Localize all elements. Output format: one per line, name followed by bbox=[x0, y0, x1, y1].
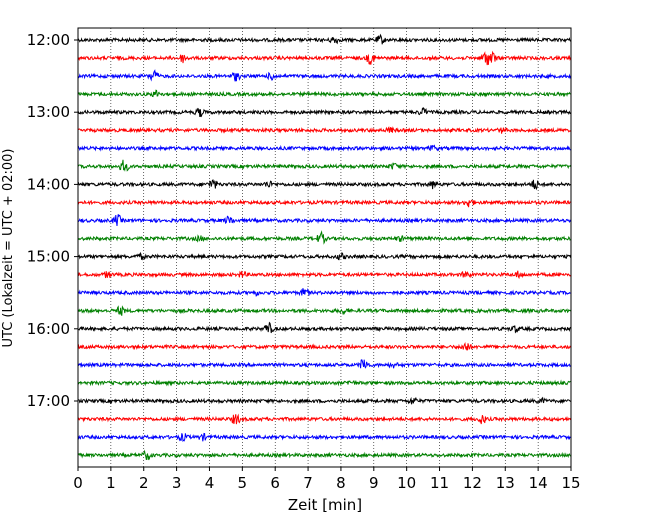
trace-1200 bbox=[77, 33, 571, 45]
x-tick-label: 5 bbox=[238, 474, 248, 492]
trace-1515 bbox=[77, 270, 571, 280]
x-tick-label: 7 bbox=[303, 474, 313, 492]
x-tick-label: 10 bbox=[397, 474, 416, 492]
y-tick-label: 13:00 bbox=[27, 103, 70, 121]
x-tick-label: 13 bbox=[496, 474, 515, 492]
x-tick-label: 6 bbox=[270, 474, 280, 492]
y-tick-label: 14:00 bbox=[27, 175, 70, 193]
x-ticks: 0 1 2 3 4 5 6 7 8 9 10 11 12 13 14 15 bbox=[73, 467, 581, 492]
plot-frame bbox=[77, 27, 572, 468]
trace-1445 bbox=[77, 230, 571, 245]
x-tick-label: 2 bbox=[139, 474, 149, 492]
trace-1715 bbox=[77, 413, 572, 425]
trace-1245 bbox=[77, 89, 571, 98]
x-tick-label: 1 bbox=[106, 474, 116, 492]
trace-1500 bbox=[78, 251, 572, 261]
trace-1430 bbox=[77, 214, 572, 227]
trace-1700 bbox=[77, 396, 571, 405]
trace-1415 bbox=[77, 199, 571, 208]
vertical-grid bbox=[110, 28, 539, 467]
x-tick-label: 3 bbox=[172, 474, 182, 492]
trace-1345 bbox=[77, 159, 572, 172]
x-tick-label: 14 bbox=[529, 474, 548, 492]
trace-1745 bbox=[77, 449, 571, 461]
trace-1330 bbox=[77, 144, 571, 152]
trace-1615 bbox=[77, 341, 572, 351]
trace-1645 bbox=[77, 379, 571, 387]
trace-1315 bbox=[77, 126, 571, 134]
x-tick-label: 4 bbox=[205, 474, 215, 492]
trace-1600 bbox=[77, 321, 571, 334]
trace-1400 bbox=[77, 179, 571, 191]
x-tick-label: 11 bbox=[430, 474, 449, 492]
x-tick-label: 12 bbox=[463, 474, 482, 492]
trace-1545 bbox=[77, 305, 571, 316]
trace-1730 bbox=[77, 432, 571, 443]
x-tick-label: 15 bbox=[561, 474, 580, 492]
x-tick-label: 9 bbox=[369, 474, 379, 492]
y-axis-label: UTC (Lokalzeit = UTC + 02:00) bbox=[1, 149, 16, 348]
y-tick-label: 16:00 bbox=[27, 320, 70, 338]
x-tick-label: 0 bbox=[73, 474, 83, 492]
trace-1215 bbox=[77, 50, 572, 66]
traces bbox=[77, 33, 572, 461]
y-ticks: 12:00 13:00 14:00 15:00 16:00 17:00 bbox=[27, 31, 78, 410]
y-tick-label: 12:00 bbox=[27, 31, 70, 49]
axes bbox=[77, 27, 572, 468]
trace-1230 bbox=[77, 69, 572, 82]
x-axis-label: Zeit [min] bbox=[288, 496, 362, 514]
trace-1300 bbox=[77, 106, 572, 118]
trace-1630 bbox=[77, 359, 571, 369]
trace-1530 bbox=[77, 287, 571, 297]
y-tick-label: 17:00 bbox=[27, 392, 70, 410]
x-tick-label: 8 bbox=[336, 474, 346, 492]
y-tick-label: 15:00 bbox=[27, 248, 70, 266]
